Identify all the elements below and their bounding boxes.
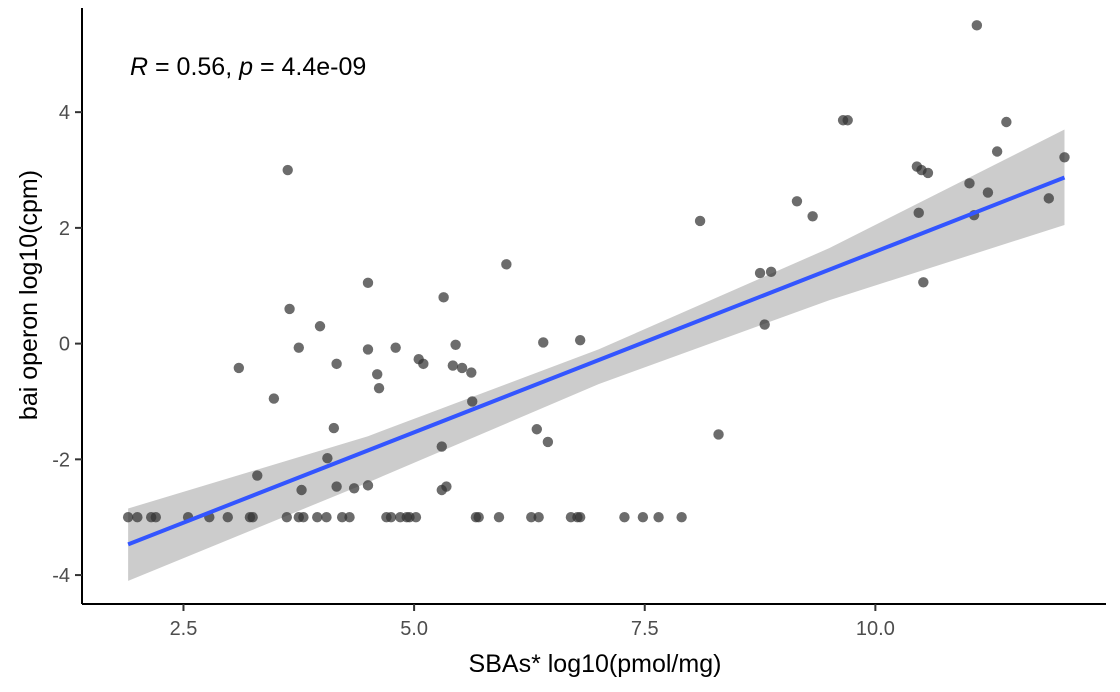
data-point [438,292,449,303]
y-axis-title: bai operon log10(cpm) [15,170,43,420]
regression-line-layer [127,175,1066,547]
data-point [713,429,724,440]
data-point [362,277,374,289]
data-point [247,512,258,523]
data-point [331,481,342,492]
data-point [501,259,512,270]
data-point [282,164,293,176]
data-point [441,481,452,492]
data-point [410,512,422,523]
data-point [436,441,447,452]
data-point [322,452,333,464]
data-point [331,358,342,370]
data-point [233,362,245,374]
x-tick-label: 2.5 [170,618,198,640]
data-point [531,424,543,435]
data-point [122,512,134,523]
data-point [842,115,853,126]
data-point [467,396,478,407]
data-point [321,512,332,523]
data-point [222,512,233,523]
data-point [533,512,544,523]
data-point [1043,193,1055,204]
data-point [362,480,374,491]
confidence-band [128,129,1065,581]
data-point [913,207,924,219]
data-point [373,382,385,394]
data-point [268,393,280,404]
data-point [676,512,687,523]
data-point [694,215,706,227]
data-point [1059,152,1070,163]
data-point [450,339,461,350]
data-point [982,187,994,198]
x-tick-label: 7.5 [631,618,659,640]
data-point [456,362,468,374]
r-value: = 0.56, [148,53,239,81]
data-point [312,512,323,523]
data-point [922,167,934,179]
ticks-layer: 2.5 5.0 7.5 10.0 -4 -2 0 2 4 [52,102,895,640]
data-point [918,277,929,288]
data-point [466,367,477,378]
x-tick-label: 10.0 [856,618,895,640]
data-point [473,512,484,523]
axes-layer [81,8,1106,605]
data-points-layer [122,20,1070,523]
data-point [1001,116,1012,128]
data-point [328,422,340,434]
x-axis-title: SBAs* log10(pmol/mg) [469,650,722,678]
data-point [653,512,664,523]
data-point [493,512,505,523]
data-point [298,512,309,523]
data-point [314,321,326,332]
y-tick-label: 4 [59,102,70,124]
data-point [526,512,537,523]
data-point [807,211,818,222]
data-point [637,512,649,523]
data-point [964,178,975,189]
data-point [390,342,401,353]
p-value: = 4.4e-09 [253,53,366,81]
data-point [284,303,295,315]
p-symbol: p [238,53,253,81]
data-point [542,436,554,448]
data-point [791,196,803,207]
data-point [754,267,766,279]
data-point [574,334,586,346]
data-point [150,512,162,523]
data-point [293,342,304,353]
data-point [619,512,630,523]
data-point [296,484,307,496]
x-tick-label: 5.0 [400,618,428,640]
data-point [132,512,143,523]
data-point [418,358,429,370]
data-point [281,512,292,523]
confidence-band-layer [128,129,1065,581]
data-point [362,344,374,355]
data-point [336,512,348,523]
data-point [348,483,360,494]
y-tick-label: 2 [59,218,70,240]
regression-line [127,175,1066,547]
data-point [971,20,983,31]
data-point [991,146,1003,157]
data-point [344,512,355,523]
stat-annotation: R = 0.56, p = 4.4e-09 [130,53,366,81]
data-point [252,470,263,481]
y-tick-label: 0 [59,334,70,356]
data-point [759,319,770,330]
data-point [765,266,777,278]
y-tick-label: -2 [52,449,70,471]
y-tick-label: -4 [52,565,70,587]
data-point [385,512,397,523]
r-symbol: R [130,53,148,81]
data-point [372,369,383,380]
data-point [538,337,549,348]
data-point [447,360,459,371]
data-point [574,512,586,523]
